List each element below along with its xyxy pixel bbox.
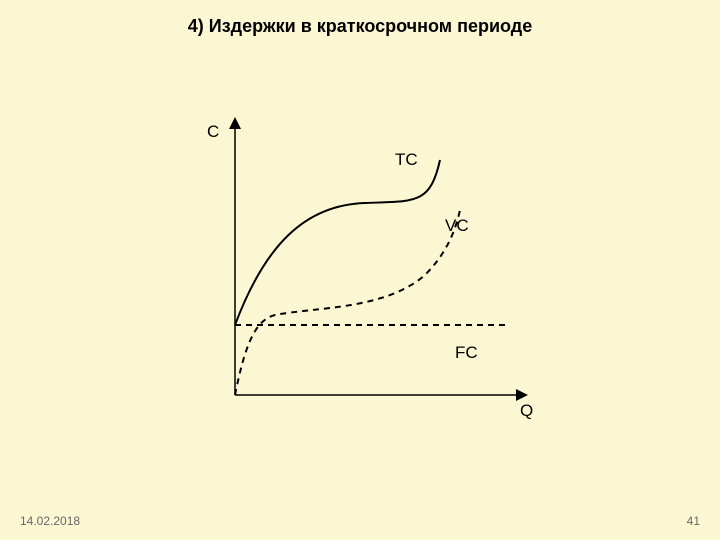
- tc-label: TC: [395, 150, 418, 170]
- y-axis-label: C: [207, 122, 219, 142]
- footer-date: 14.02.2018: [20, 514, 80, 528]
- tc-curve: [235, 160, 440, 325]
- vc-label: VC: [445, 216, 469, 236]
- cost-chart: [205, 115, 535, 415]
- fc-label: FC: [455, 343, 478, 363]
- slide-title: 4) Издержки в краткосрочном периоде: [0, 16, 720, 37]
- footer-page: 41: [687, 514, 700, 528]
- vc-curve: [235, 210, 460, 395]
- slide: 4) Издержки в краткосрочном периоде C Q …: [0, 0, 720, 540]
- x-axis-label: Q: [520, 401, 533, 421]
- chart-svg: [205, 115, 535, 415]
